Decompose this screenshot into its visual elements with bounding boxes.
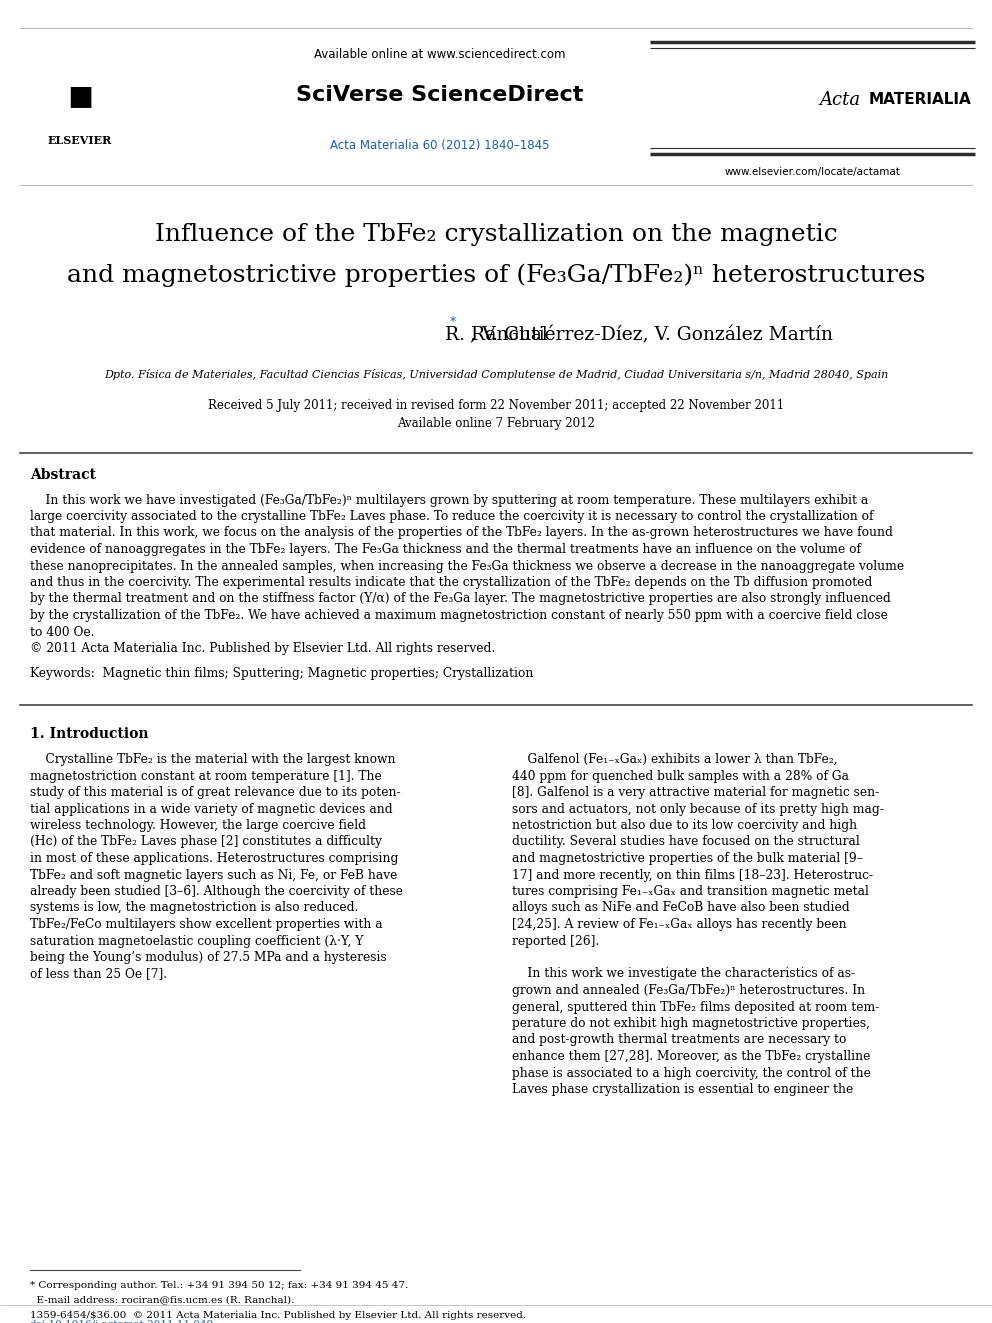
Text: R. Ranchal: R. Ranchal [444, 325, 548, 344]
Text: grown and annealed (Fe₃Ga/TbFe₂)ⁿ heterostructures. In: grown and annealed (Fe₃Ga/TbFe₂)ⁿ hetero… [512, 984, 865, 998]
Text: In this work we have investigated (Fe₃Ga/TbFe₂)ⁿ multilayers grown by sputtering: In this work we have investigated (Fe₃Ga… [30, 493, 868, 507]
Text: [8]. Galfenol is a very attractive material for magnetic sen-: [8]. Galfenol is a very attractive mater… [512, 786, 879, 799]
Text: 440 ppm for quenched bulk samples with a 28% of Ga: 440 ppm for quenched bulk samples with a… [512, 770, 849, 782]
Text: Influence of the TbFe₂ crystallization on the magnetic: Influence of the TbFe₂ crystallization o… [155, 224, 837, 246]
Text: (Hᴄ) of the TbFe₂ Laves phase [2] constitutes a difficulty: (Hᴄ) of the TbFe₂ Laves phase [2] consti… [30, 836, 382, 848]
Text: already been studied [3–6]. Although the coercivity of these: already been studied [3–6]. Although the… [30, 885, 403, 898]
Text: Galfenol (Fe₁₋ₓGaₓ) exhibits a lower λ than TbFe₂,: Galfenol (Fe₁₋ₓGaₓ) exhibits a lower λ t… [512, 753, 837, 766]
Text: systems is low, the magnetostriction is also reduced.: systems is low, the magnetostriction is … [30, 901, 358, 914]
Text: [24,25]. A review of Fe₁₋ₓGaₓ alloys has recently been: [24,25]. A review of Fe₁₋ₓGaₓ alloys has… [512, 918, 846, 931]
Text: of less than 25 Oe [7].: of less than 25 Oe [7]. [30, 967, 167, 980]
Text: being the Young’s modulus) of 27.5 MPa and a hysteresis: being the Young’s modulus) of 27.5 MPa a… [30, 951, 387, 964]
Text: and magnetostrictive properties of (Fe₃Ga/TbFe₂)ⁿ heterostructures: and magnetostrictive properties of (Fe₃G… [66, 263, 926, 287]
Text: www.elsevier.com/locate/actamat: www.elsevier.com/locate/actamat [724, 167, 900, 177]
Text: by the thermal treatment and on the stiffness factor (Y/α) of the Fe₃Ga layer. T: by the thermal treatment and on the stif… [30, 593, 891, 606]
Text: Available online 7 February 2012: Available online 7 February 2012 [397, 417, 595, 430]
Text: study of this material is of great relevance due to its poten-: study of this material is of great relev… [30, 786, 401, 799]
Text: Acta: Acta [819, 91, 861, 108]
Text: TbFe₂ and soft magnetic layers such as Ni, Fe, or FeB have: TbFe₂ and soft magnetic layers such as N… [30, 868, 398, 881]
Text: perature do not exhibit high magnetostrictive properties,: perature do not exhibit high magnetostri… [512, 1017, 870, 1031]
Text: general, sputtered thin TbFe₂ films deposited at room tem-: general, sputtered thin TbFe₂ films depo… [512, 1000, 879, 1013]
Text: *: * [450, 315, 456, 328]
Text: enhance them [27,28]. Moreover, as the TbFe₂ crystalline: enhance them [27,28]. Moreover, as the T… [512, 1050, 870, 1062]
Text: in most of these applications. Heterostructures comprising: in most of these applications. Heterostr… [30, 852, 399, 865]
Text: Dpto. Física de Materiales, Facultad Ciencias Físicas, Universidad Complutense d: Dpto. Física de Materiales, Facultad Cie… [104, 369, 888, 381]
Text: ▪: ▪ [65, 74, 94, 116]
Text: large coercivity associated to the crystalline TbFe₂ Laves phase. To reduce the : large coercivity associated to the cryst… [30, 509, 874, 523]
Text: to 400 Oe.: to 400 Oe. [30, 626, 94, 639]
Text: tial applications in a wide variety of magnetic devices and: tial applications in a wide variety of m… [30, 803, 393, 815]
Text: tures comprising Fe₁₋ₓGaₓ and transition magnetic metal: tures comprising Fe₁₋ₓGaₓ and transition… [512, 885, 869, 898]
Text: doi:10.1016/j.actamat.2011.11.049: doi:10.1016/j.actamat.2011.11.049 [30, 1320, 214, 1323]
Text: Received 5 July 2011; received in revised form 22 November 2011; accepted 22 Nov: Received 5 July 2011; received in revise… [208, 398, 784, 411]
Text: and post-growth thermal treatments are necessary to: and post-growth thermal treatments are n… [512, 1033, 846, 1046]
Text: © 2011 Acta Materialia Inc. Published by Elsevier Ltd. All rights reserved.: © 2011 Acta Materialia Inc. Published by… [30, 642, 495, 655]
Text: 17] and more recently, on thin films [18–23]. Heterostruc-: 17] and more recently, on thin films [18… [512, 868, 873, 881]
Text: wireless technology. However, the large coercive field: wireless technology. However, the large … [30, 819, 366, 832]
Text: Abstract: Abstract [30, 468, 96, 482]
Text: phase is associated to a high coercivity, the control of the: phase is associated to a high coercivity… [512, 1066, 871, 1080]
Text: ductility. Several studies have focused on the structural: ductility. Several studies have focused … [512, 836, 860, 848]
Text: ELSEVIER: ELSEVIER [48, 135, 112, 146]
Text: that material. In this work, we focus on the analysis of the properties of the T: that material. In this work, we focus on… [30, 527, 893, 540]
Text: alloys such as NiFe and FeCoB have also been studied: alloys such as NiFe and FeCoB have also … [512, 901, 849, 914]
Text: sors and actuators, not only because of its pretty high mag-: sors and actuators, not only because of … [512, 803, 884, 815]
Text: 1. Introduction: 1. Introduction [30, 728, 149, 741]
Text: and thus in the coercivity. The experimental results indicate that the crystalli: and thus in the coercivity. The experime… [30, 576, 872, 589]
Text: Laves phase crystallization is essential to engineer the: Laves phase crystallization is essential… [512, 1084, 853, 1095]
Text: MATERIALIA: MATERIALIA [869, 93, 971, 107]
Text: , V. Gutiérrez-Díez, V. González Martín: , V. Gutiérrez-Díez, V. González Martín [470, 325, 833, 344]
Text: E-mail address: rociran@fis.ucm.es (R. Ranchal).: E-mail address: rociran@fis.ucm.es (R. R… [30, 1295, 295, 1304]
Text: magnetostriction constant at room temperature [1]. The: magnetostriction constant at room temper… [30, 770, 382, 782]
Text: reported [26].: reported [26]. [512, 934, 599, 947]
Text: these nanoprecipitates. In the annealed samples, when increasing the Fe₃Ga thick: these nanoprecipitates. In the annealed … [30, 560, 904, 573]
Text: Available online at www.sciencedirect.com: Available online at www.sciencedirect.co… [314, 49, 565, 61]
Text: In this work we investigate the characteristics of as-: In this work we investigate the characte… [512, 967, 855, 980]
Text: SciVerse ScienceDirect: SciVerse ScienceDirect [297, 85, 583, 105]
Text: 1359-6454/$36.00  © 2011 Acta Materialia Inc. Published by Elsevier Ltd. All rig: 1359-6454/$36.00 © 2011 Acta Materialia … [30, 1311, 526, 1319]
Text: evidence of nanoaggregates in the TbFe₂ layers. The Fe₃Ga thickness and the ther: evidence of nanoaggregates in the TbFe₂ … [30, 542, 861, 556]
Text: and magnetostrictive properties of the bulk material [9–: and magnetostrictive properties of the b… [512, 852, 863, 865]
Text: saturation magnetoelastic coupling coefficient (λ·Y, Y: saturation magnetoelastic coupling coeff… [30, 934, 363, 947]
Text: Acta Materialia 60 (2012) 1840–1845: Acta Materialia 60 (2012) 1840–1845 [330, 139, 550, 152]
Text: netostriction but also due to its low coercivity and high: netostriction but also due to its low co… [512, 819, 857, 832]
Text: * Corresponding author. Tel.: +34 91 394 50 12; fax: +34 91 394 45 47.: * Corresponding author. Tel.: +34 91 394… [30, 1281, 409, 1290]
Text: Crystalline TbFe₂ is the material with the largest known: Crystalline TbFe₂ is the material with t… [30, 753, 396, 766]
Text: TbFe₂/FeCo multilayers show excellent properties with a: TbFe₂/FeCo multilayers show excellent pr… [30, 918, 383, 931]
Text: by the crystallization of the TbFe₂. We have achieved a maximum magnetostriction: by the crystallization of the TbFe₂. We … [30, 609, 888, 622]
Text: Keywords:  Magnetic thin films; Sputtering; Magnetic properties; Crystallization: Keywords: Magnetic thin films; Sputterin… [30, 667, 534, 680]
